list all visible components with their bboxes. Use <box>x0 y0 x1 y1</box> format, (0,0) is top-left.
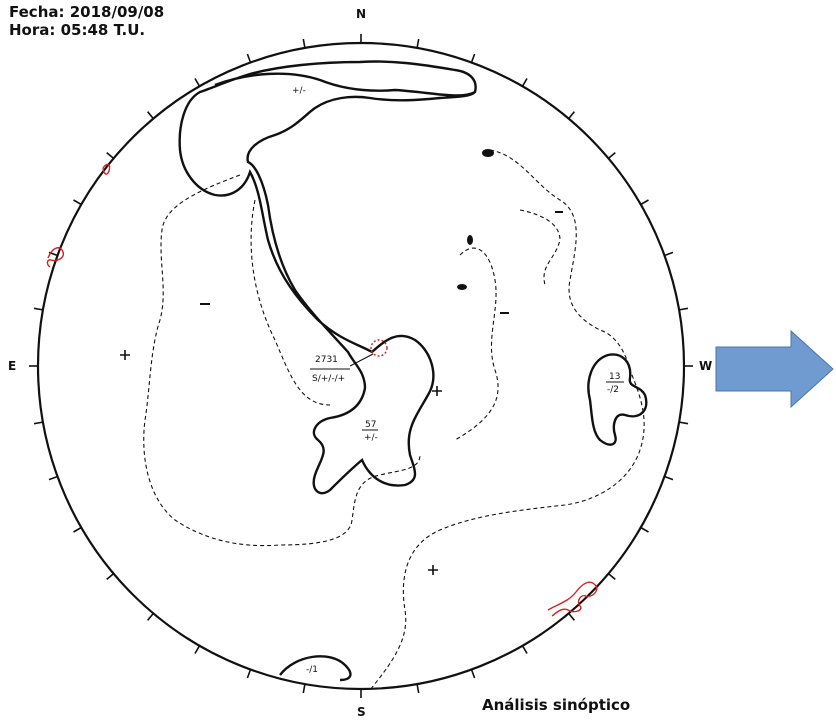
dash-mark-2 <box>500 312 509 314</box>
lower-fraction-bottom: +/- <box>364 433 378 443</box>
date-label: Fecha: 2018/09/08 <box>9 3 165 21</box>
contour-center <box>250 199 331 406</box>
tick-mark <box>302 38 306 49</box>
tick-marks <box>29 34 693 698</box>
island-outline <box>587 353 648 446</box>
tick-mark <box>470 53 476 63</box>
right-fraction-bottom: -/2 <box>607 385 619 395</box>
tick-mark <box>246 669 252 679</box>
chart-circle <box>36 41 686 691</box>
time-label: Hora: 05:48 T.U. <box>9 21 146 39</box>
tick-mark <box>194 645 201 654</box>
tick-mark <box>48 475 58 481</box>
tick-mark <box>607 151 616 160</box>
tick-mark <box>73 526 82 533</box>
tick-mark <box>640 526 649 533</box>
red-mark-1 <box>102 163 111 175</box>
right-arrow-icon <box>715 329 834 409</box>
bottom-outline <box>279 655 352 682</box>
tick-mark <box>194 78 201 87</box>
bottom-annotation: -/1 <box>306 665 318 675</box>
dashed-contours <box>143 149 645 691</box>
center-fraction-top: 2731 <box>315 355 338 365</box>
tick-mark <box>416 38 420 49</box>
plus-markers <box>120 350 442 575</box>
tick-mark <box>664 251 674 257</box>
contour-small <box>519 209 561 286</box>
red-edge-marks <box>46 163 598 617</box>
tick-mark <box>246 53 252 63</box>
tick-mark <box>664 475 674 481</box>
compass-west-label: W <box>699 359 712 373</box>
lower-fraction-top: 57 <box>365 420 376 430</box>
tick-mark <box>470 669 476 679</box>
tick-mark <box>678 421 689 425</box>
plus-marker-3 <box>428 565 438 575</box>
contour-inner <box>454 247 499 441</box>
tick-mark <box>106 572 115 581</box>
tick-mark <box>146 111 155 120</box>
red-mark-2 <box>46 247 64 268</box>
tick-mark <box>567 111 576 120</box>
leader-line <box>349 353 374 367</box>
tick-mark <box>607 572 616 581</box>
tick-mark <box>302 683 306 694</box>
contour-east <box>369 149 645 691</box>
center-fraction-bottom: S/+/-/+ <box>312 374 345 384</box>
tick-mark <box>146 612 155 621</box>
plus-marker-1 <box>120 350 130 360</box>
tick-mark <box>678 307 689 311</box>
solid-outlines <box>178 60 648 682</box>
compass-north-label: N <box>356 7 366 21</box>
tick-mark <box>567 612 576 621</box>
top-annotation: +/- <box>292 86 306 96</box>
peninsula-outline <box>178 60 477 495</box>
plus-marker-2 <box>432 386 442 396</box>
tick-mark <box>33 421 44 425</box>
tick-mark <box>521 78 528 87</box>
spot-2 <box>467 235 473 245</box>
red-mark-3 <box>547 581 598 617</box>
dash-mark-3 <box>555 211 563 213</box>
caption: Análisis sinóptico <box>482 696 631 714</box>
spot-1 <box>482 149 494 157</box>
spot-3 <box>457 284 467 290</box>
right-fraction-top: 13 <box>609 372 620 382</box>
tick-mark <box>106 151 115 160</box>
compass-south-label: S <box>357 705 366 719</box>
dash-mark-1 <box>200 303 210 305</box>
compass-east-label: E <box>8 359 16 373</box>
contour-west <box>143 174 421 547</box>
tick-mark <box>33 307 44 311</box>
dark-spots <box>200 149 563 314</box>
tick-mark <box>640 199 649 206</box>
tick-mark <box>521 645 528 654</box>
tick-mark <box>416 683 420 694</box>
center-red-ring <box>370 339 388 357</box>
tick-mark <box>73 199 82 206</box>
